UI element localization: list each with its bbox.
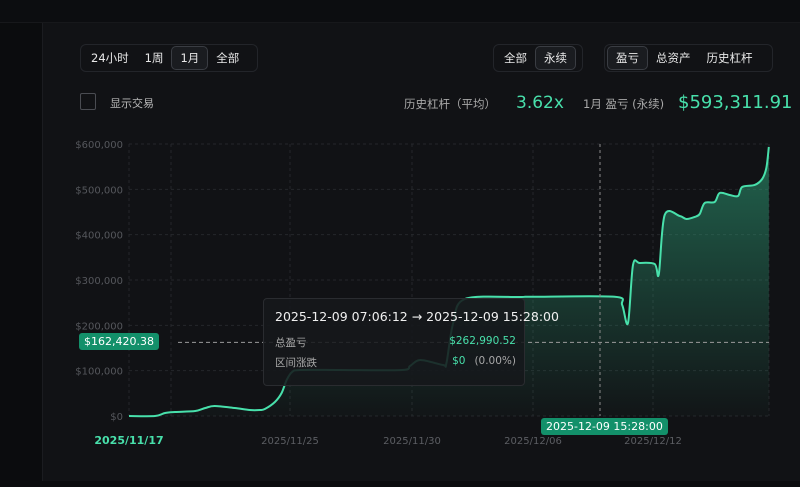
leverage-value: 3.62x [516,93,564,113]
tooltip-title: 2025-12-09 07:06:12 → 2025-12-09 15:28:0… [275,309,559,324]
show-trades-checkbox[interactable] [80,93,96,110]
tab-leverage-history[interactable]: 历史杠杆 [706,51,753,65]
market-tabs: 全部 永续 [493,44,583,72]
tab-all[interactable]: 全部 [216,51,240,65]
x-tick-label: 2025/12/06 [504,436,562,447]
tooltip-change-pct: (0.00%) [474,355,516,367]
leverage-label: 历史杠杆（平均） [404,97,496,111]
tab-1w[interactable]: 1周 [144,51,164,65]
tab-24h[interactable]: 24小时 [91,51,129,65]
tab-pnl[interactable]: 盈亏 [607,46,648,70]
pnl-value: $593,311.91 [678,92,793,113]
range-tabs: 24小时 1周 1月 全部 [80,44,258,72]
crosshair-x-badge: 2025-12-09 15:28:00 [541,418,668,435]
y-tick-label: $200,000 [75,321,123,332]
x-tick-label: 2025/11/17 [94,434,163,447]
x-tick-label: 2025/11/30 [383,436,441,447]
y-tick-label: $400,000 [75,231,123,242]
x-tick-label: 2025/12/12 [624,436,682,447]
tooltip-change-value: $0 [452,355,466,367]
y-tick-label: $0 [110,412,123,423]
tooltip: 2025-12-09 07:06:12 → 2025-12-09 15:28:0… [263,298,559,386]
tab-market-all[interactable]: 全部 [504,51,527,65]
tooltip-change: $0 (0.00%) [452,355,516,367]
y-tick-label: $600,000 [75,140,123,151]
metric-tabs: 盈亏 总资产 历史杠杆 [604,44,773,72]
x-tick-label: 2025/11/25 [261,436,319,447]
y-tick-label: $100,000 [75,367,123,378]
tooltip-total-pnl-value: $262,990.52 [449,335,516,347]
top-bar [0,0,800,23]
tooltip-change-label: 区间涨跌 [275,357,317,369]
crosshair-y-badge: $162,420.38 [79,333,159,351]
tab-total-assets[interactable]: 总资产 [656,51,691,65]
y-tick-label: $500,000 [75,185,123,196]
y-tick-label: $300,000 [75,276,123,287]
pnl-label: 1月 盈亏 (永续) [583,97,665,111]
tab-1m[interactable]: 1月 [171,46,209,70]
show-trades-label: 显示交易 [110,97,154,110]
tab-perpetual[interactable]: 永续 [535,46,576,70]
pnl-area [129,147,769,417]
tooltip-total-pnl-label: 总盈亏 [275,337,307,349]
pnl-line [128,146,770,418]
